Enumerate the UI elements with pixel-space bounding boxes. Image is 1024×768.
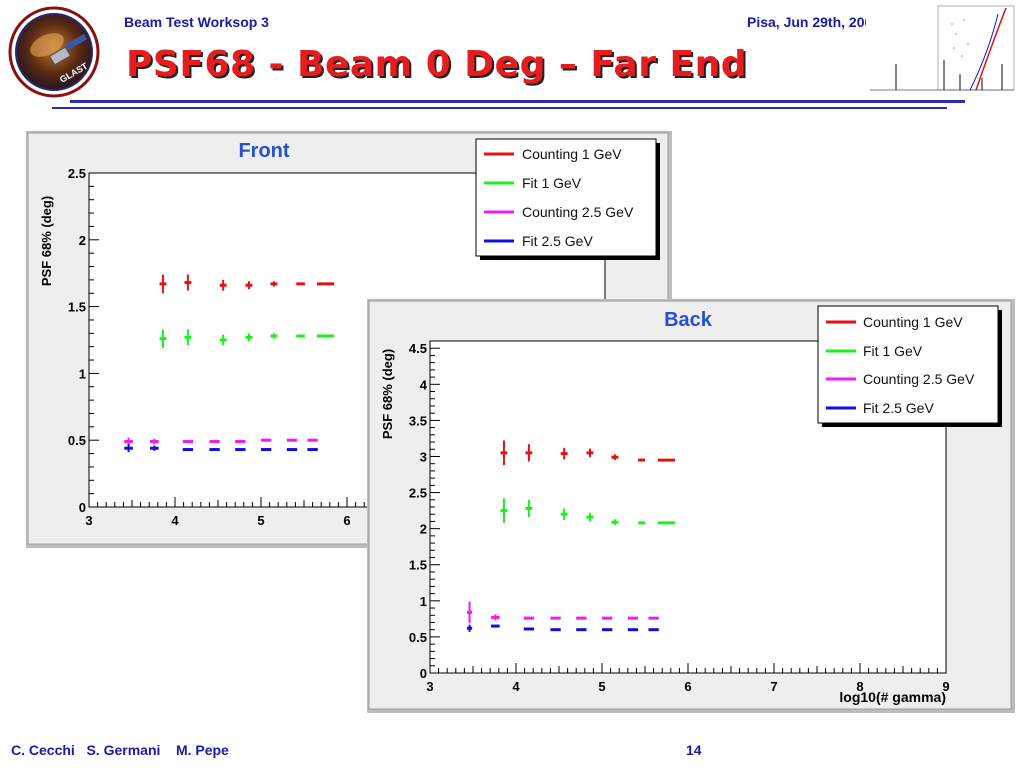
back-y-tick-label: 1: [420, 594, 427, 609]
front-point-fit-2-5-gev: [150, 445, 159, 451]
event-name: Beam Test Worksop 3: [124, 14, 269, 30]
front-y-tick-label: 0: [79, 500, 86, 515]
back-y-tick-label: 3.5: [409, 413, 427, 428]
front-x-tick-label: 4: [171, 513, 179, 528]
front-legend-fit-1gev: Fit 1 GeV: [522, 175, 582, 191]
front-y-tick-label: 1: [79, 366, 86, 381]
back-x-axis-label: log10(# gamma): [839, 689, 946, 705]
back-point-counting-2-5-gev: [523, 616, 535, 620]
front-legend: Counting 1 GeV Fit 1 GeV Counting 2.5 Ge…: [475, 138, 660, 260]
front-x-tick-label: 3: [85, 513, 92, 528]
front-point-fit-2-5-gev: [124, 444, 133, 453]
back-point-fit-1-gev: [500, 498, 508, 523]
back-x-tick-label: 3: [426, 679, 433, 694]
front-point-fit-2-5-gev: [182, 448, 194, 452]
back-legend-counting-2p5gev: Counting 2.5 GeV: [863, 371, 975, 387]
front-point-counting-2-5-gev: [182, 440, 194, 444]
back-point-counting-1-gev: [560, 447, 568, 460]
back-y-tick-label: 4.5: [409, 341, 427, 356]
slide-title: PSF68 - Beam 0 Deg – Far End: [126, 44, 747, 85]
front-legend-fit-2p5gev: Fit 2.5 GeV: [522, 233, 593, 249]
back-legend-fit-2p5gev: Fit 2.5 GeV: [863, 400, 934, 416]
back-point-fit-1-gev: [560, 508, 568, 520]
front-point-counting-2-5-gev: [209, 440, 220, 444]
front-x-tick-label: 5: [257, 513, 264, 528]
front-y-axis-label: PSF 68% (deg): [39, 196, 54, 286]
back-point-counting-2-5-gev: [466, 601, 473, 624]
front-point-fit-1-gev: [159, 329, 167, 349]
footer-authors: C. Cecchi S. Germani M. Pepe: [11, 742, 229, 758]
glast-logo: GLAST: [8, 6, 100, 98]
front-point-fit-1-gev: [270, 333, 278, 339]
back-point-fit-1-gev: [525, 499, 533, 518]
back-y-tick-label: 3: [420, 449, 427, 464]
back-chart-title: Back: [664, 309, 713, 331]
back-point-fit-1-gev: [638, 521, 645, 525]
front-point-fit-1-gev: [245, 333, 253, 342]
back-x-tick-label: 5: [598, 679, 605, 694]
front-y-tick-label: 2: [79, 233, 86, 248]
front-point-counting-2-5-gev: [150, 438, 159, 445]
front-point-counting-1-gev: [219, 279, 227, 291]
front-point-counting-1-gev: [270, 281, 278, 287]
back-legend: Counting 1 GeV Fit 1 GeV Counting 2.5 Ge…: [817, 305, 1002, 427]
front-x-tick-label: 6: [343, 513, 350, 528]
back-y-tick-label: 2.5: [409, 486, 427, 501]
back-y-tick-label: 1.5: [409, 558, 427, 573]
back-y-tick-label: 4: [420, 377, 428, 392]
back-x-tick-label: 7: [770, 679, 777, 694]
back-point-fit-2-5-gev: [523, 627, 535, 631]
back-point-fit-1-gev: [586, 512, 594, 522]
back-point-counting-1-gev: [586, 448, 594, 458]
front-chart-panel: 0 0.5 1 1.5 2 2.5 3 4 5 6 Front PSF 68% (deg) Cou…: [26, 131, 672, 548]
thumbnail-plot-image: [866, 4, 1016, 94]
back-legend-fit-1gev: Fit 1 GeV: [863, 343, 923, 359]
header-rule: [70, 100, 965, 103]
front-point-fit-2-5-gev: [209, 448, 220, 452]
back-point-counting-1-gev: [638, 458, 645, 462]
back-y-axis-label: PSF 68% (deg): [380, 349, 395, 439]
front-point-fit-1-gev: [296, 334, 305, 338]
front-point-fit-1-gev: [184, 329, 192, 346]
back-point-fit-2-5-gev: [491, 624, 500, 628]
back-x-tick-label: 9: [942, 679, 949, 694]
back-x-tick-label: 6: [684, 679, 691, 694]
front-y-tick-label: 1.5: [68, 300, 86, 315]
header-rule-secondary: [52, 107, 947, 109]
front-point-fit-1-gev: [219, 334, 227, 346]
back-point-fit-1-gev: [611, 519, 619, 526]
front-legend-counting-2p5gev: Counting 2.5 GeV: [522, 204, 634, 220]
back-x-tick-label: 4: [512, 679, 520, 694]
front-point-counting-1-gev: [245, 281, 253, 290]
front-chart-title: Front: [238, 140, 289, 162]
back-legend-counting-1gev: Counting 1 GeV: [863, 314, 963, 330]
back-point-fit-2-5-gev: [466, 624, 473, 632]
back-point-counting-1-gev: [611, 454, 619, 461]
back-point-counting-1-gev: [500, 440, 508, 466]
front-point-counting-1-gev: [184, 274, 192, 291]
front-y-tick-label: 0.5: [68, 433, 86, 448]
back-point-counting-1-gev: [525, 444, 533, 462]
back-point-fit-2-5-gev: [550, 628, 561, 632]
place-date: Pisa, Jun 29th, 2006: [747, 14, 881, 30]
back-x-tick-label: 8: [856, 679, 863, 694]
page-number: 14: [686, 742, 702, 758]
back-point-counting-2-5-gev: [550, 616, 561, 620]
back-y-tick-label: 0: [420, 666, 427, 681]
back-y-tick-label: 2: [420, 522, 427, 537]
front-point-counting-1-gev: [159, 274, 167, 294]
back-point-counting-2-5-gev: [491, 614, 500, 621]
back-y-tick-label: 0.5: [409, 630, 427, 645]
front-y-tick-label: 2.5: [68, 166, 86, 181]
front-point-counting-1-gev: [296, 282, 305, 286]
back-point-counting-1-gev: [657, 458, 676, 462]
back-chart-panel: 0 0.5 1 1.5 2 2.5 3 3.5 4 4.5 3 4 5 6 7 8 9 Back PSF 68%…: [367, 299, 1015, 713]
front-legend-counting-1gev: Counting 1 GeV: [522, 146, 622, 162]
back-point-fit-1-gev: [657, 521, 676, 525]
